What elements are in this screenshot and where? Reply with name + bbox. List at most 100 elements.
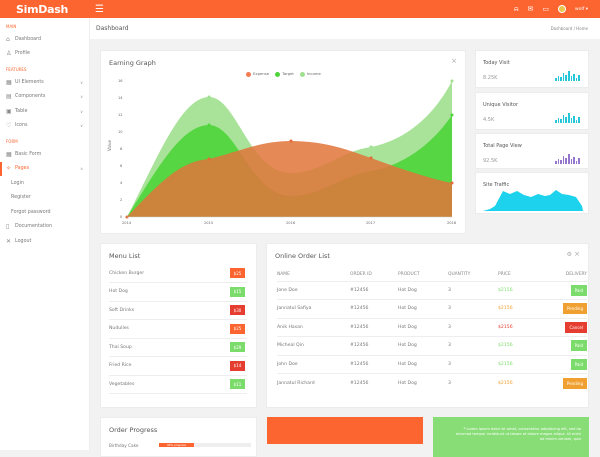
sidebar-item-label: Dashboard: [15, 36, 42, 42]
sidebar-item-profile[interactable]: ♙ Profile: [0, 47, 89, 62]
page-header: Dashboard Dashboard / Home: [90, 18, 600, 39]
sidebar-item-dashboard[interactable]: ⌂ Dashboard: [0, 32, 89, 47]
sparkline-bars: [555, 154, 580, 164]
order-product: Hot Dog: [398, 317, 448, 337]
layout-icon: ▦: [6, 78, 12, 86]
column-header[interactable]: NAME: [277, 271, 290, 277]
sidebar-item-label: Components: [15, 94, 46, 100]
svg-text:8: 8: [120, 147, 123, 151]
user-menu[interactable]: wolf ▾: [575, 6, 588, 12]
order-price: $2156: [498, 317, 546, 337]
breadcrumb[interactable]: Dashboard / Home: [550, 26, 588, 31]
price-badge: $14: [230, 360, 245, 371]
section-form: FORM: [6, 139, 18, 144]
svg-text:2: 2: [120, 198, 122, 202]
top-bar: SimDash ☰ ⍾ ✉ ▭ wolf ▾: [0, 0, 600, 18]
order-price: $2156: [498, 299, 546, 318]
menu-item-name: Soft Drinks: [109, 307, 135, 313]
order-name: John Doe: [277, 354, 350, 374]
menu-list-item[interactable]: Chicken Burger $25: [109, 264, 247, 283]
svg-text:6: 6: [120, 164, 123, 168]
close-icon[interactable]: ×: [451, 57, 457, 65]
menu-list-item[interactable]: Soft Drinks $30: [109, 301, 247, 320]
order-id: #12456: [350, 354, 398, 374]
menu-list-item[interactable]: Fried Rice $14: [109, 357, 247, 376]
order-product: Hot Dog: [398, 299, 448, 318]
order-product: Hot Dog: [398, 373, 448, 392]
order-id: #12456: [350, 373, 398, 392]
sidebar-item-ui-elements[interactable]: ▦ UI Elements ∨: [0, 75, 89, 90]
mail-icon[interactable]: ✉: [527, 5, 534, 13]
menu-list-item[interactable]: Thai Soup $29: [109, 338, 247, 357]
menu-toggle-icon[interactable]: ☰: [95, 3, 104, 15]
price-badge: $11: [230, 379, 245, 389]
chevron-down-icon: ∨: [80, 94, 83, 100]
menu-list-item[interactable]: Vegetables $11: [109, 375, 247, 394]
table-row[interactable]: John Doe #12456 Hot Dog 3 $2156 Paid: [277, 354, 587, 374]
close-icon[interactable]: ×: [574, 250, 580, 258]
sidebar-subitem-register[interactable]: Register: [11, 195, 31, 201]
site-traffic-chart: [483, 190, 583, 211]
chevron-up-icon: ∧: [80, 166, 83, 172]
form-icon: ▦: [6, 150, 12, 158]
stat-label: Unique Visitor: [483, 102, 518, 108]
legend-expense[interactable]: Expense: [246, 71, 269, 77]
column-header[interactable]: ORDER ID: [350, 271, 372, 277]
sidebar-item-icons[interactable]: ♡ Icons ∨: [0, 119, 89, 134]
avatar[interactable]: [558, 5, 567, 13]
svg-text:2016: 2016: [286, 221, 296, 225]
order-name: Jone Doe: [277, 280, 350, 300]
sidebar-item-documentation[interactable]: ▯ Documentation: [0, 220, 89, 235]
menu-list-item[interactable]: Nudulles $25: [109, 320, 247, 339]
stat-value: 92.5K: [483, 158, 498, 164]
progress-bar: 40% progress: [159, 443, 194, 447]
stat-value: 4.5K: [483, 117, 495, 123]
site-traffic-card: Site Traffic: [475, 172, 589, 214]
legend-target[interactable]: Target: [275, 71, 294, 77]
column-header[interactable]: PRODUCT: [398, 271, 420, 277]
sidebar-item-basic-form[interactable]: ▦ Basic Form: [0, 147, 89, 162]
legend-income[interactable]: Income: [299, 71, 321, 77]
table-row[interactable]: Jannatul Richard #12456 Hot Dog 3 $2156 Pendi…: [277, 373, 587, 392]
svg-text:10: 10: [118, 130, 123, 134]
sidebar-subitem-login[interactable]: Login: [11, 180, 24, 186]
table-row[interactable]: Jannatul Safiya #12456 Hot Dog 3 $2156 Pendin…: [277, 299, 587, 318]
settings-icon[interactable]: ⚙: [566, 251, 572, 258]
logo[interactable]: SimDash: [16, 2, 68, 16]
home-icon: ⌂: [6, 35, 10, 43]
delivery-status-badge[interactable]: Cancel: [565, 321, 587, 333]
column-header[interactable]: DELIVERY: [565, 271, 587, 277]
sidebar-item-table[interactable]: ▣ Table ∨: [0, 104, 89, 119]
column-header[interactable]: PRICE: [498, 271, 511, 277]
stat-label: Site Traffic: [483, 182, 510, 188]
sidebar-item-label: Profile: [15, 51, 30, 57]
delivery-status-badge[interactable]: Paid: [570, 284, 587, 296]
earning-graph-card: Earning Graph × Expense Target Income Va…: [100, 50, 466, 234]
price-badge: $15: [230, 286, 245, 297]
table-row[interactable]: Micheal Qin #12456 Hot Dog 3 $2156 Paid: [277, 336, 587, 355]
logout-icon: ✕: [6, 237, 12, 245]
bell-icon[interactable]: ⍾: [513, 4, 519, 13]
delivery-status-badge[interactable]: Paid: [570, 358, 587, 370]
sidebar-item-logout[interactable]: ✕ Logout: [0, 234, 89, 249]
svg-text:0: 0: [120, 215, 123, 219]
chat-icon[interactable]: ▭: [542, 5, 550, 13]
delivery-status-badge[interactable]: Pending: [563, 377, 587, 389]
order-name: Jannatul Richard: [277, 373, 350, 392]
order-price: $2156: [498, 373, 546, 392]
sidebar-item-components[interactable]: ▤ Components ∨: [0, 90, 89, 105]
sidebar-subitem-forgot-password[interactable]: Forgot password: [11, 209, 51, 215]
order-quantity: 3: [448, 336, 498, 355]
menu-list-item[interactable]: Hot Dog $15: [109, 283, 247, 302]
delivery-status-badge[interactable]: Pending: [563, 303, 587, 315]
column-header[interactable]: QUANTITY: [448, 271, 471, 277]
order-name: Anik Hasan: [277, 317, 350, 337]
heart-icon: ♡: [6, 122, 12, 130]
table-row[interactable]: Anik Hasan #12456 Hot Dog 3 $2156 Cancel: [277, 317, 587, 337]
chevron-down-icon: ∨: [80, 108, 83, 114]
sidebar-item-pages[interactable]: ✧ Pages ∧: [0, 161, 89, 176]
menu-item-name: Fried Rice: [109, 363, 132, 368]
table-row[interactable]: Jone Doe #12456 Hot Dog 3 $2156 Paid: [277, 280, 587, 300]
order-quantity: 3: [448, 373, 498, 392]
delivery-status-badge[interactable]: Paid: [570, 340, 587, 352]
